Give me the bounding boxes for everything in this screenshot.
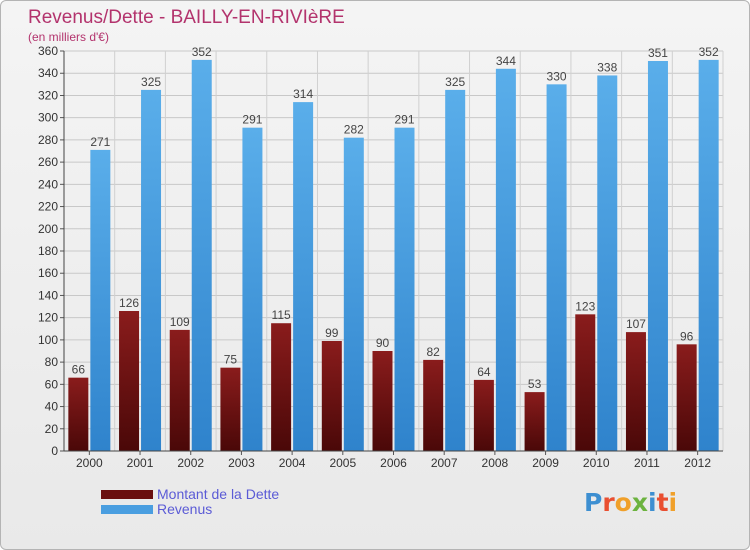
x-tick-label: 2009 bbox=[532, 456, 559, 470]
data-label-debt: 123 bbox=[575, 299, 595, 313]
bar-revenue bbox=[191, 59, 212, 452]
bars-group: 66 271 126 325 109 352 75 291 115 314 99 282 90 291 82… bbox=[68, 45, 719, 452]
data-label-revenue: 291 bbox=[242, 113, 262, 127]
data-label-debt: 107 bbox=[626, 317, 646, 331]
data-label-revenue: 344 bbox=[496, 54, 516, 68]
data-label-revenue: 291 bbox=[394, 113, 414, 127]
bar-revenue bbox=[698, 59, 719, 452]
bar-revenue bbox=[141, 89, 162, 451]
x-tick-label: 2006 bbox=[380, 456, 407, 470]
bar-revenue bbox=[647, 61, 668, 451]
y-tick-label: 180 bbox=[38, 244, 58, 258]
y-tick-label: 340 bbox=[38, 66, 58, 80]
y-tick-label: 0 bbox=[51, 444, 58, 458]
y-tick-label: 200 bbox=[38, 222, 58, 236]
data-label-revenue: 271 bbox=[90, 135, 110, 149]
y-tick-label: 80 bbox=[45, 355, 59, 369]
y-tick-label: 260 bbox=[38, 155, 58, 169]
y-tick-label: 280 bbox=[38, 133, 58, 147]
x-tick-label: 2010 bbox=[583, 456, 610, 470]
bar-debt bbox=[169, 329, 190, 451]
legend-swatch-debt bbox=[101, 490, 153, 499]
x-tick-label: 2001 bbox=[127, 456, 154, 470]
data-label-debt: 115 bbox=[272, 308, 291, 322]
data-label-debt: 109 bbox=[170, 315, 190, 329]
bar-debt bbox=[473, 379, 494, 451]
y-tick-label: 320 bbox=[38, 88, 58, 102]
bar-debt bbox=[676, 344, 697, 451]
data-label-debt: 126 bbox=[119, 296, 139, 310]
legend-label-debt: Montant de la Dette bbox=[157, 486, 280, 502]
legend-swatch-revenue bbox=[101, 505, 153, 514]
bar-revenue bbox=[546, 84, 567, 451]
data-label-revenue: 330 bbox=[547, 69, 567, 83]
x-tick-label: 2003 bbox=[228, 456, 255, 470]
x-tick-label: 2000 bbox=[76, 456, 103, 470]
data-label-revenue: 314 bbox=[293, 87, 313, 101]
y-tick-label: 140 bbox=[38, 288, 58, 302]
y-axis: 0 20 40 60 80 100 120 140 160 180 200 220 240 260 280 3… bbox=[38, 44, 65, 458]
y-tick-label: 100 bbox=[38, 333, 58, 347]
x-tick-label: 2005 bbox=[329, 456, 356, 470]
y-tick-label: 120 bbox=[38, 311, 58, 325]
y-tick-label: 360 bbox=[38, 44, 58, 58]
x-tick-label: 2012 bbox=[684, 456, 711, 470]
bar-revenue bbox=[597, 75, 618, 451]
bar-debt bbox=[271, 323, 292, 451]
y-tick-label: 220 bbox=[38, 200, 58, 214]
x-tick-label: 2007 bbox=[431, 456, 458, 470]
bar-revenue bbox=[495, 68, 516, 452]
y-tick-label: 240 bbox=[38, 177, 58, 191]
bar-debt bbox=[372, 351, 393, 451]
bar-revenue bbox=[293, 102, 314, 451]
bar-debt bbox=[524, 392, 545, 451]
chart-subtitle: (en milliers d'€) bbox=[28, 30, 109, 44]
bar-debt bbox=[321, 341, 342, 451]
data-label-debt: 75 bbox=[224, 353, 238, 367]
proxiti-logo: Proxiti bbox=[584, 488, 678, 517]
chart-title: Revenus/Dette - BAILLY-EN-RIVIèRE bbox=[28, 7, 345, 28]
y-tick-label: 20 bbox=[45, 422, 59, 436]
data-label-debt: 90 bbox=[376, 336, 390, 350]
data-label-revenue: 352 bbox=[699, 45, 719, 59]
legend-label-revenue: Revenus bbox=[157, 501, 213, 517]
data-label-revenue: 351 bbox=[648, 46, 668, 60]
data-label-debt: 96 bbox=[680, 329, 694, 343]
data-label-debt: 66 bbox=[72, 363, 86, 377]
x-tick-label: 2008 bbox=[482, 456, 509, 470]
bar-revenue bbox=[445, 89, 466, 451]
data-label-debt: 53 bbox=[528, 377, 542, 391]
x-tick-label: 2004 bbox=[279, 456, 306, 470]
bar-revenue bbox=[394, 127, 415, 452]
data-label-revenue: 282 bbox=[344, 123, 364, 137]
data-label-debt: 64 bbox=[477, 365, 491, 379]
x-tick-label: 2002 bbox=[177, 456, 204, 470]
bar-debt bbox=[423, 359, 444, 451]
bar-debt bbox=[220, 367, 241, 451]
data-label-revenue: 325 bbox=[445, 75, 465, 89]
bar-revenue bbox=[90, 149, 111, 451]
data-label-debt: 99 bbox=[325, 326, 339, 340]
legend-item-revenue: Revenus bbox=[101, 502, 279, 517]
legend-item-debt: Montant de la Dette bbox=[101, 487, 279, 502]
bar-debt bbox=[575, 314, 596, 451]
y-tick-label: 300 bbox=[38, 111, 58, 125]
data-label-revenue: 338 bbox=[597, 60, 617, 74]
y-tick-label: 160 bbox=[38, 266, 58, 280]
data-label-revenue: 352 bbox=[192, 45, 212, 59]
legend: Montant de la Dette Revenus bbox=[101, 487, 279, 517]
bar-debt bbox=[119, 311, 140, 451]
bar-revenue bbox=[242, 127, 263, 452]
bar-revenue bbox=[343, 137, 364, 451]
data-label-revenue: 325 bbox=[141, 75, 161, 89]
y-tick-label: 60 bbox=[45, 377, 59, 391]
data-label-debt: 82 bbox=[427, 345, 441, 359]
bar-debt bbox=[68, 377, 89, 451]
x-axis: 2000 2001 2002 2003 2004 2005 2006 2007 2008 2009… bbox=[64, 450, 723, 470]
x-tick-label: 2011 bbox=[634, 456, 660, 470]
bar-debt bbox=[625, 332, 646, 451]
y-tick-label: 40 bbox=[45, 400, 59, 414]
